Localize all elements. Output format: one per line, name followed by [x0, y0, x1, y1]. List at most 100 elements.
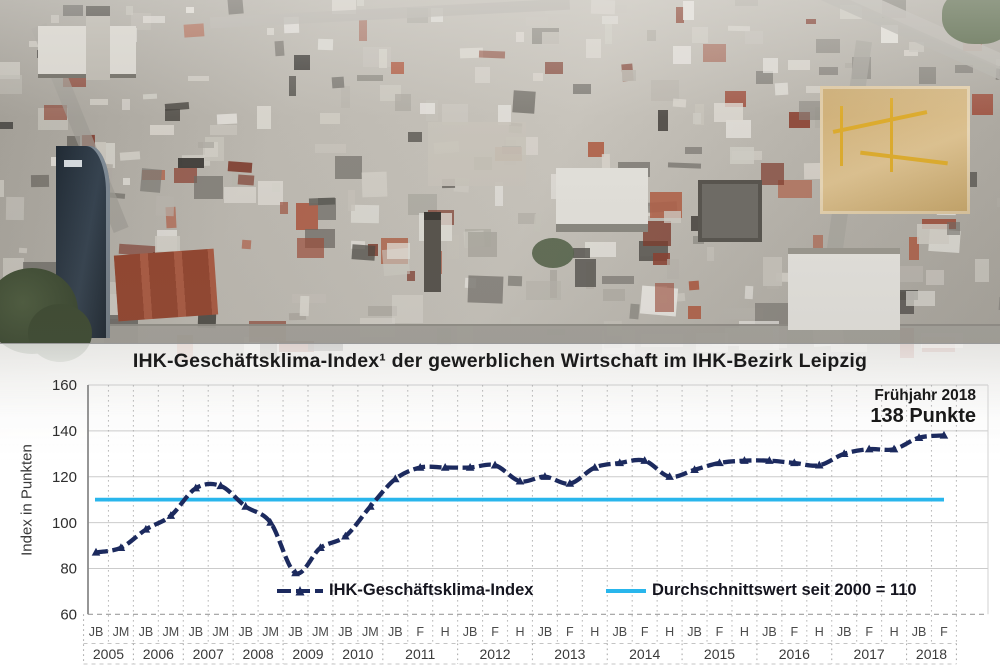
photo-block — [955, 65, 973, 73]
photo-block — [819, 67, 838, 75]
photo-block — [756, 71, 773, 84]
photo-block — [408, 194, 437, 215]
photo-block — [0, 122, 13, 129]
photo-block — [341, 86, 350, 108]
photo-block — [975, 259, 989, 282]
photo-block — [688, 306, 701, 319]
photo-block — [585, 242, 616, 257]
photo-block — [447, 235, 459, 259]
photo-block — [174, 168, 197, 183]
photo-block — [788, 60, 810, 70]
photo-block — [186, 7, 194, 13]
photo-block — [726, 120, 751, 138]
tree-cluster — [942, 0, 1000, 44]
photo-block — [602, 276, 634, 284]
photo-block — [123, 178, 130, 185]
photo-block — [224, 187, 256, 203]
annotation-points: 138 Punkte — [870, 404, 976, 427]
photo-block — [947, 222, 960, 235]
photo-block — [315, 144, 346, 153]
photo-block — [693, 113, 701, 124]
photo-block — [683, 1, 694, 20]
photo-block — [658, 110, 668, 131]
photo-block — [667, 259, 679, 279]
photo-block — [745, 31, 763, 44]
photo-block — [475, 67, 490, 83]
photo-block — [573, 84, 591, 94]
photo-block — [653, 253, 670, 265]
latest-value-annotation: Frühjahr 2018 138 Punkte — [870, 387, 976, 428]
photo-block — [575, 259, 596, 287]
photo-block — [272, 183, 280, 192]
crane-icon — [890, 98, 893, 172]
photo-block — [194, 176, 223, 199]
photo-block — [906, 291, 935, 306]
photo-block — [622, 70, 636, 81]
legend-item-index: IHK-Geschäftsklima-Index — [276, 581, 533, 600]
photo-block — [357, 75, 383, 81]
photo-block — [723, 308, 763, 319]
white-building — [556, 168, 648, 232]
photo-block — [533, 73, 543, 81]
legend-item-average: Durchschnittswert seit 2000 = 110 — [605, 581, 917, 600]
photo-block — [806, 19, 816, 24]
photo-block — [280, 202, 288, 214]
photo-block — [573, 248, 590, 258]
photo-block — [735, 0, 758, 6]
photo-block — [664, 211, 681, 223]
photo-block — [0, 180, 4, 197]
photo-block — [420, 103, 435, 114]
photo-block — [909, 237, 919, 260]
photo-block — [526, 17, 548, 26]
photo-block — [122, 99, 130, 110]
photo-block — [542, 32, 559, 45]
photo-block — [904, 50, 918, 56]
photo-block — [51, 15, 59, 23]
photo-block — [387, 243, 410, 259]
photo-block — [685, 147, 702, 154]
town-hall-tower — [86, 6, 110, 80]
photo-block — [335, 156, 362, 179]
photo-block — [232, 169, 239, 186]
photo-block — [655, 283, 674, 312]
photo-block — [29, 41, 38, 47]
photo-block — [755, 303, 794, 326]
photo-block — [545, 62, 563, 74]
legend-label-average: Durchschnittswert seit 2000 = 110 — [652, 581, 917, 599]
tree-cluster — [532, 238, 574, 268]
photo-block — [395, 94, 411, 111]
photo-block — [150, 125, 174, 135]
photo-block — [442, 104, 468, 125]
photo-block — [495, 182, 503, 206]
annotation-season: Frühjahr 2018 — [874, 387, 976, 404]
photo-block — [603, 289, 625, 301]
photo-block — [294, 55, 310, 70]
legend-label-index: IHK-Geschäftsklima-Index — [329, 581, 534, 599]
white-building — [788, 248, 900, 330]
photo-block — [763, 257, 782, 286]
photo-block — [90, 99, 108, 105]
photo-block — [605, 24, 612, 44]
photo-block — [526, 281, 561, 300]
solid-line-swatch — [606, 588, 646, 593]
photo-block — [761, 163, 784, 185]
tower-sign — [64, 160, 82, 167]
photo-block — [730, 147, 754, 164]
y-axis-title: Index in Punkten — [18, 444, 36, 556]
photo-block — [894, 266, 923, 282]
photo-block — [468, 232, 497, 257]
photo-block — [320, 113, 340, 124]
photo-block — [0, 62, 20, 79]
construction-site — [820, 86, 970, 214]
photo-block — [799, 101, 825, 120]
photo-block — [210, 125, 237, 135]
photo-block — [714, 103, 743, 122]
photo-block — [348, 190, 355, 211]
photo-block — [357, 0, 364, 6]
photo-block — [692, 27, 708, 43]
market-square — [428, 122, 526, 186]
photo-block — [143, 16, 165, 23]
photo-block — [647, 30, 656, 41]
photo-block — [651, 80, 679, 101]
photo-block — [919, 67, 936, 84]
